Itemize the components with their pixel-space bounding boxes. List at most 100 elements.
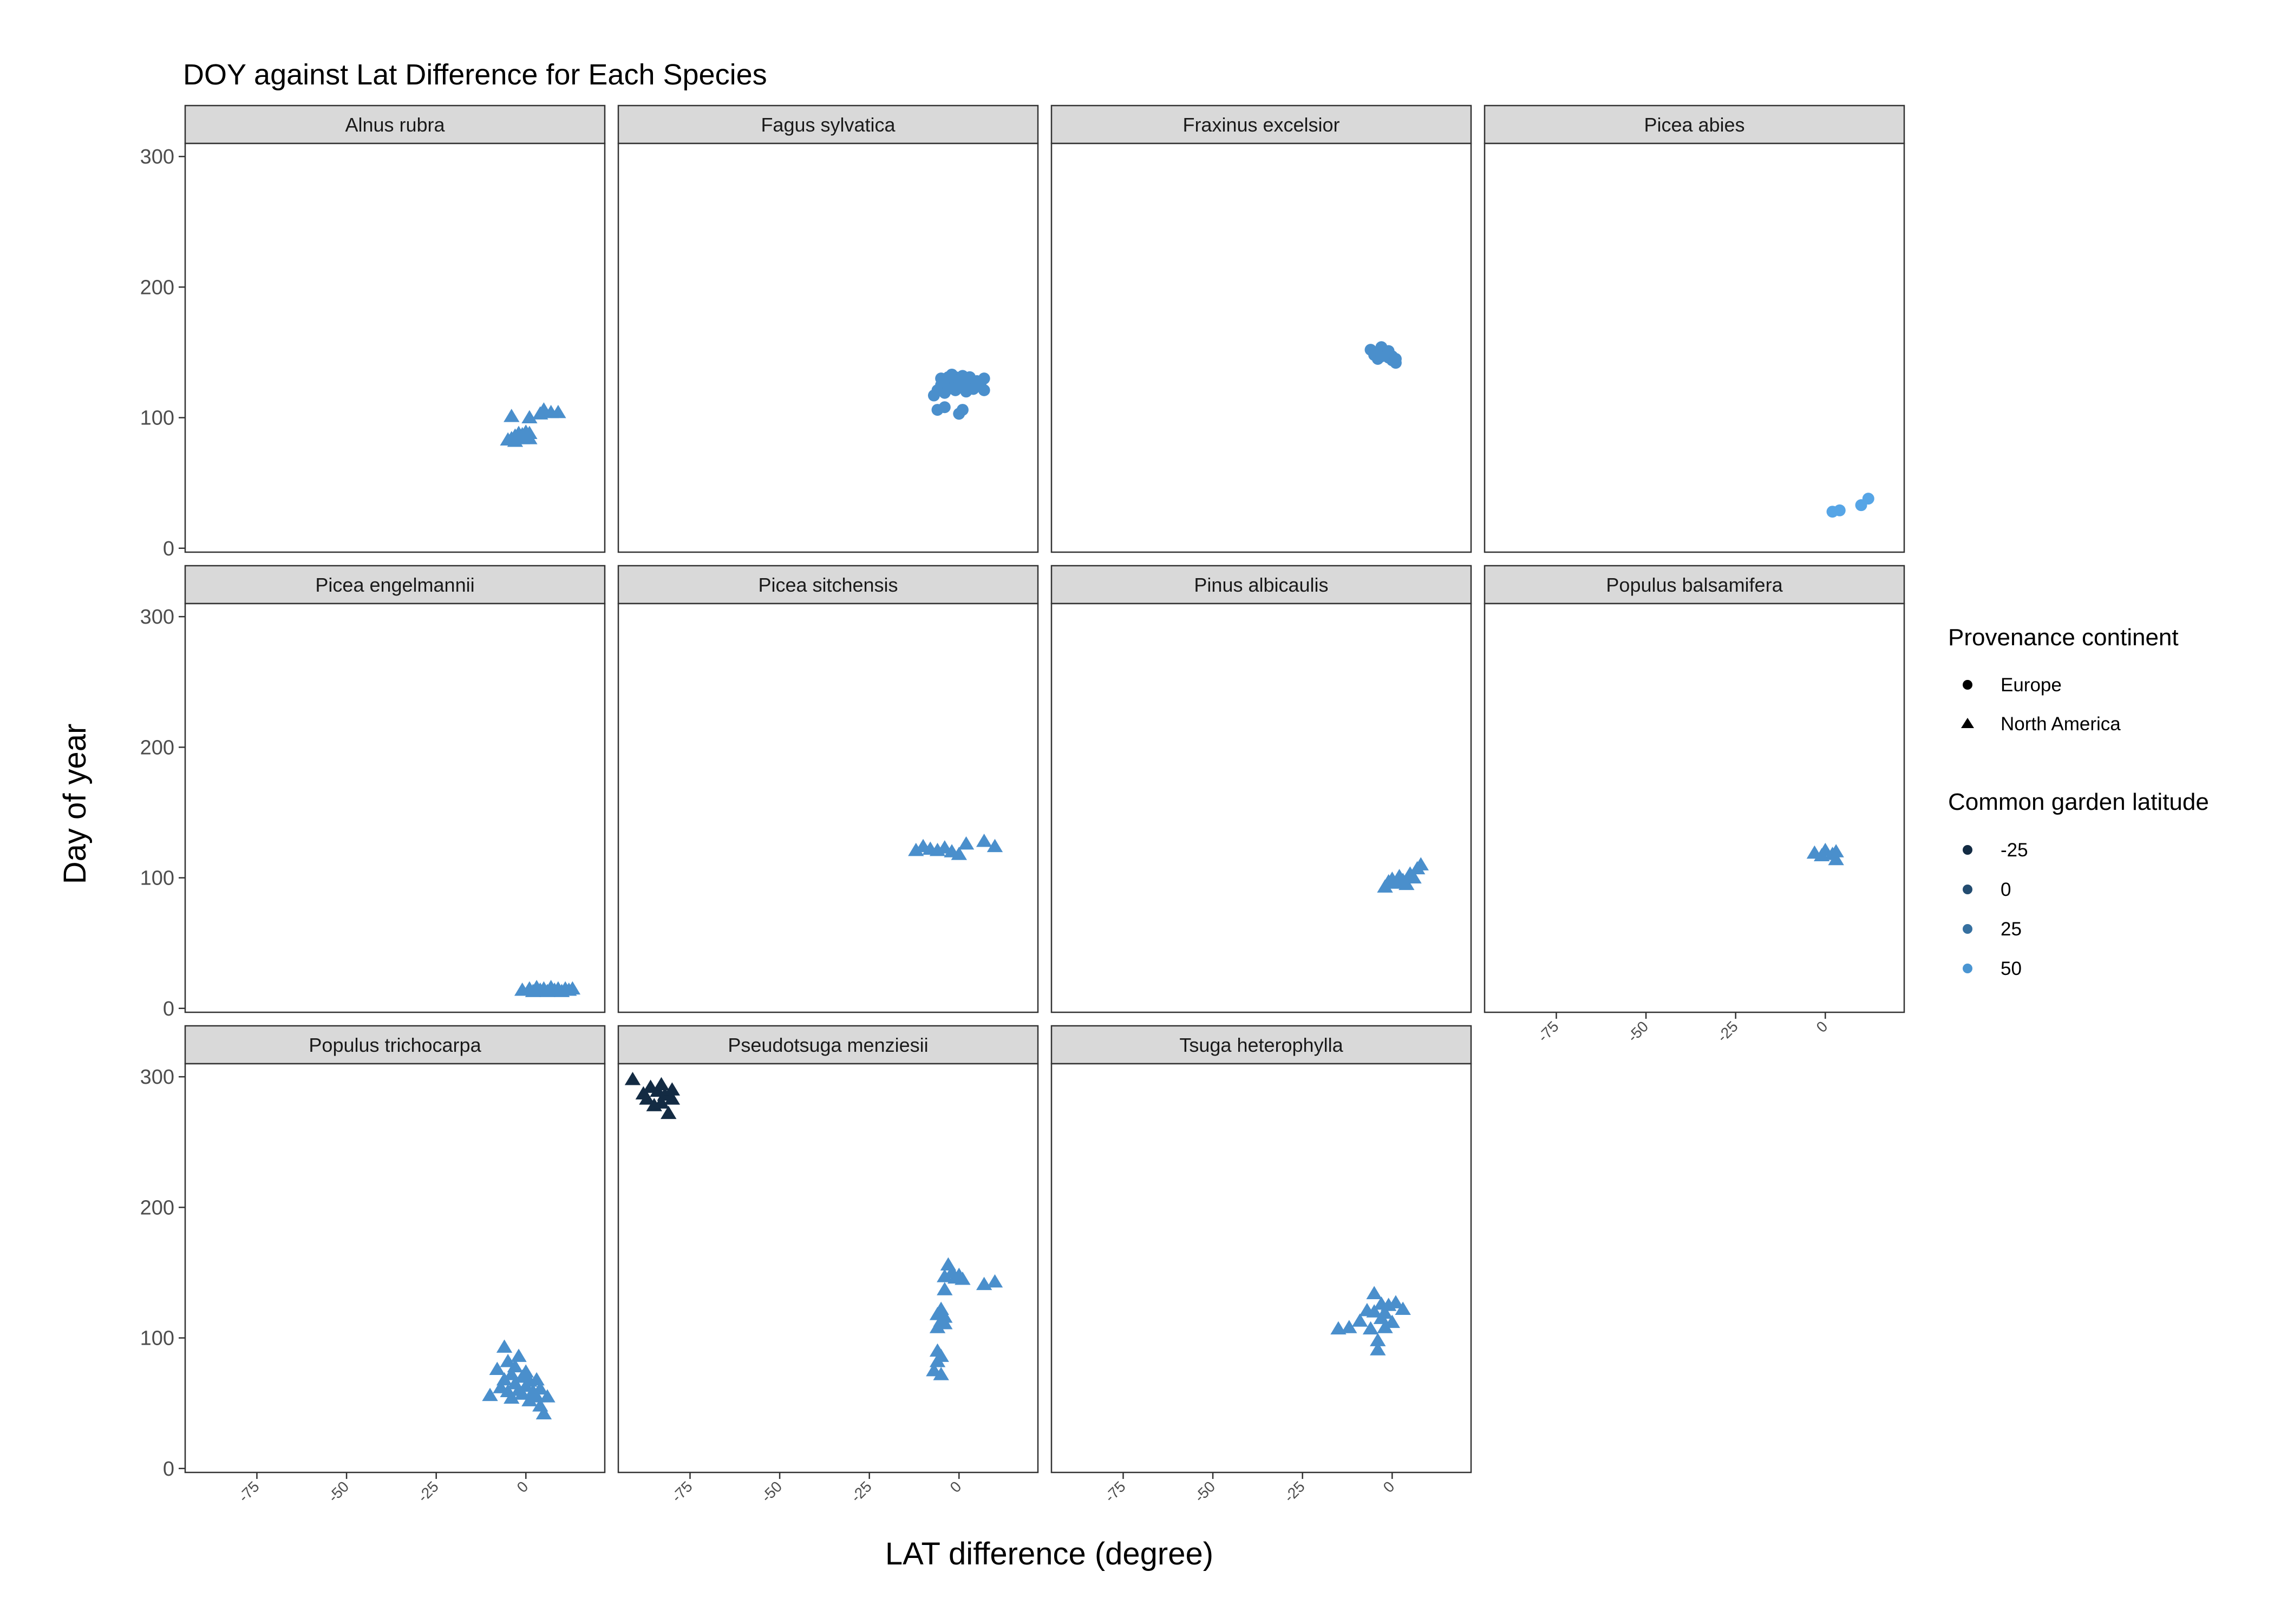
facet-strip-label: Picea abies [1644,114,1744,136]
y-tick-label: 100 [140,407,174,430]
x-tick-label: -50 [1624,1018,1652,1045]
y-tick-label: 300 [140,606,174,628]
facet-strip [617,565,1039,605]
x-tick-label: 0 [1380,1478,1398,1496]
y-tick-label: 200 [140,736,174,759]
data-point [489,1361,505,1375]
facet-panel: Picea sitchensis [617,565,1039,1013]
panel-plot-area [1050,1063,1472,1474]
data-point [550,404,566,418]
data-point [1862,493,1874,505]
data-point [624,1071,641,1085]
y-tick-label: 200 [140,1196,174,1219]
legend-label: 25 [2001,919,2022,940]
data-point [1406,870,1422,884]
x-tick-label: -50 [1191,1478,1219,1505]
data-point [653,1077,670,1091]
data-point [958,836,975,850]
data-point [933,1348,949,1362]
panel-plot-area [1050,142,1472,553]
facet-strip-label: Picea engelmannii [315,574,474,596]
x-tick-label: -25 [1714,1018,1741,1045]
legend-title-shape: Provenance continent [1948,624,2179,651]
facet-strip-label: Fagus sylvatica [761,114,896,136]
y-tick-label: 0 [163,998,174,1020]
legend-key-color [1963,885,1972,894]
y-tick-label: 300 [140,146,174,168]
data-point [908,842,924,856]
facet-panel: Fraxinus excelsior [1050,104,1472,553]
data-point [1370,1342,1386,1355]
data-point [1377,1305,1393,1319]
legend-label: North America [2001,713,2121,735]
facet-strip [1050,104,1472,145]
data-point [539,1389,556,1403]
x-tick-label: 0 [514,1478,532,1496]
data-point [500,1353,516,1367]
y-tick-label: 0 [163,1458,174,1481]
data-point [653,1095,670,1109]
legend-title-color: Common garden latitude [1948,789,2209,815]
data-point [1395,1301,1411,1315]
panel-plot-area [1050,603,1472,1013]
data-point [504,1390,520,1404]
y-tick-label: 100 [140,867,174,890]
legend-key-color [1963,924,1972,934]
facet-strip-label: Populus balsamifera [1606,574,1783,596]
panel-plot-area [1484,603,1905,1013]
x-tick-label: -25 [414,1478,442,1505]
data-point [639,1091,655,1105]
data-point [661,1105,677,1119]
data-point [1828,852,1844,866]
facet-panels: Alnus rubra 0 100 200 300 Fagus sylvatica Frax… [140,104,1905,1505]
facet-strip [1050,1025,1472,1065]
data-point [504,409,520,422]
y-axis-title: Day of year [57,724,93,885]
legend-key-color [1963,845,1972,855]
facet-strip [617,1025,1039,1065]
legend-key-triangle [1961,718,1974,728]
x-tick-label: -25 [847,1478,875,1505]
data-point [1351,1313,1368,1327]
data-point [482,1387,498,1402]
data-point [1828,844,1844,857]
facet-panel: Pseudotsuga menziesii -75 -50 -25 0 [617,1025,1039,1505]
y-tick-label: 300 [140,1066,174,1089]
legend-key-circle [1963,680,1972,690]
data-point [978,384,990,396]
facet-strip-label: Tsuga heterophylla [1179,1034,1343,1056]
panel-plot-area [184,142,606,553]
data-point [507,1359,524,1373]
data-point [1833,504,1846,516]
facet-strip-label: Alnus rubra [345,114,445,136]
legend-label: -25 [2001,840,2028,861]
data-point [938,401,951,414]
data-point [496,1339,513,1353]
x-tick-label: -75 [668,1478,696,1505]
facet-panel: Populus trichocarpa 0 100 200 300 -75 -50 -25 0 [140,1025,606,1505]
facet-panel: Tsuga heterophylla -75 -50 -25 0 [1050,1025,1472,1505]
data-point [496,1372,513,1386]
data-point [976,834,992,847]
data-point [1384,1314,1400,1328]
x-tick-label: -75 [1101,1478,1129,1505]
x-tick-label: -75 [235,1478,263,1505]
x-axis-title: LAT difference (degree) [885,1536,1213,1571]
data-point [664,1091,681,1105]
facet-strip [184,1025,606,1065]
data-point [955,1272,971,1285]
data-point [1377,1320,1393,1333]
data-point [1366,1286,1382,1300]
data-point [1389,353,1402,365]
x-tick-label: -50 [758,1478,786,1505]
y-tick-label: 0 [163,538,174,560]
chart-title: DOY against Lat Difference for Each Spec… [183,58,767,91]
facet-strip-label: Pinus albicaulis [1194,574,1328,596]
panel-plot-area [617,603,1039,1013]
x-tick-label: -50 [325,1478,352,1505]
data-point [986,1274,1003,1288]
data-point [1362,1321,1379,1335]
data-point [521,1393,538,1406]
y-tick-label: 100 [140,1327,174,1350]
